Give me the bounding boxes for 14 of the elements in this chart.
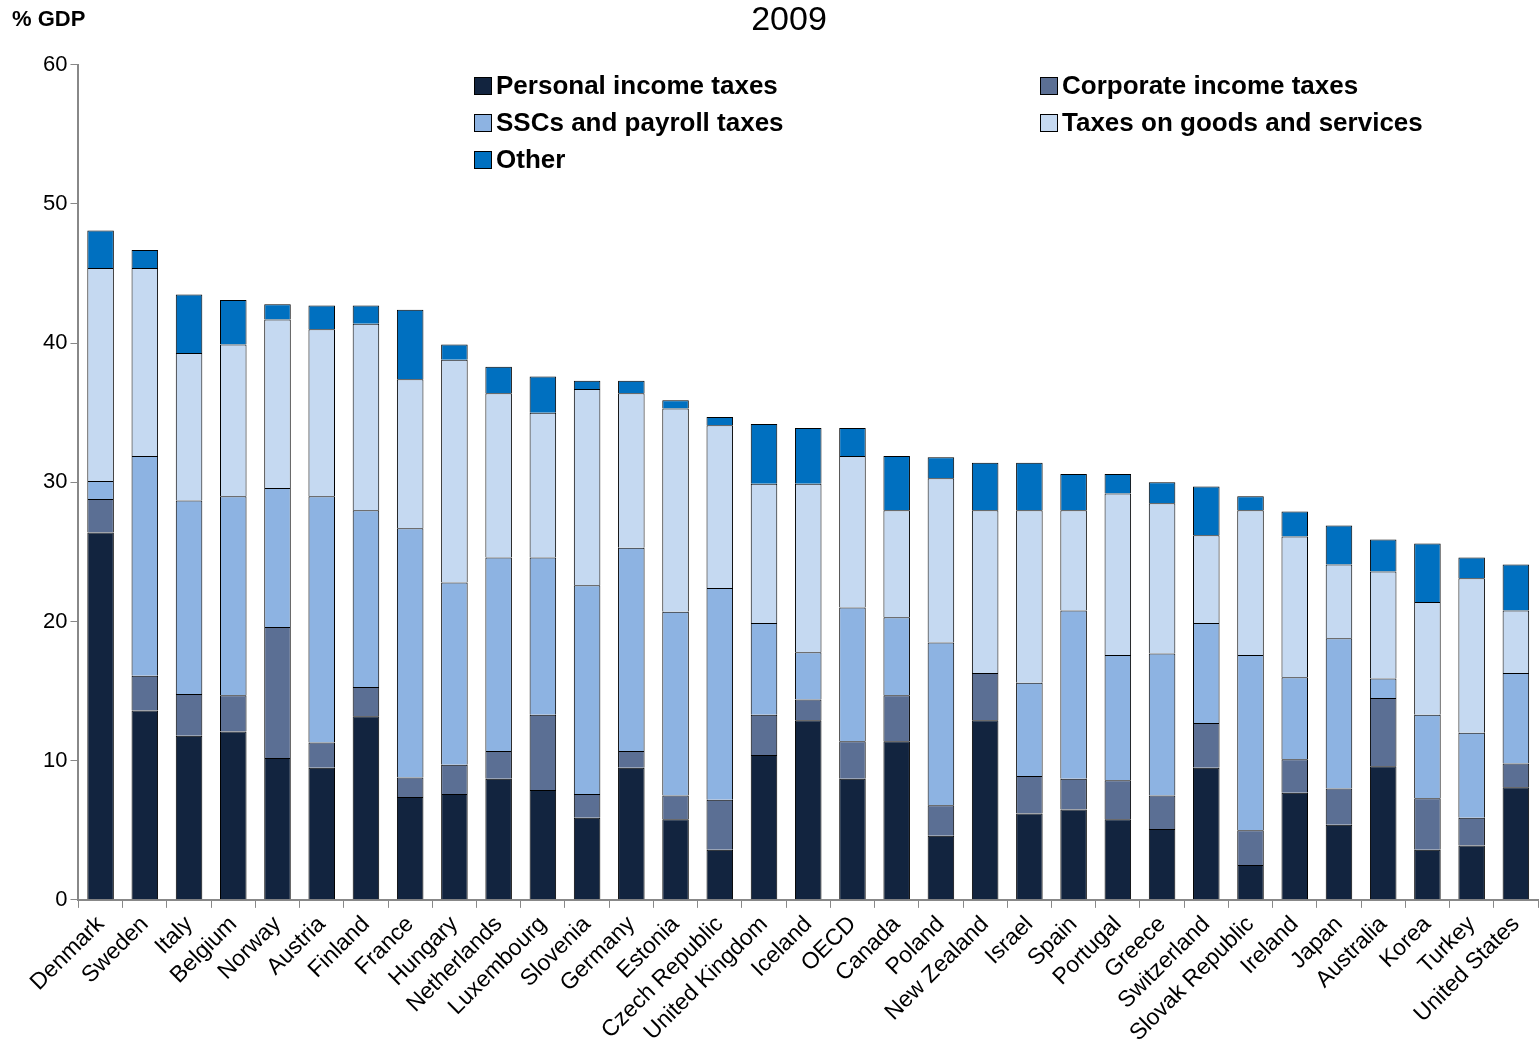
legend-label: Personal income taxes <box>496 70 778 101</box>
y-axis-title: % GDP <box>12 6 86 32</box>
legend-label: Corporate income taxes <box>1062 70 1359 101</box>
y-tick-label: 20 <box>42 607 68 633</box>
legend-label: SSCs and payroll taxes <box>496 107 784 138</box>
legend-label: Other <box>496 144 566 175</box>
chart-title: 2009 <box>751 0 827 37</box>
y-tick-label: 0 <box>55 885 68 911</box>
y-tick-label: 50 <box>42 190 68 216</box>
legend-label: Taxes on goods and services <box>1062 107 1423 138</box>
y-tick-label: 60 <box>42 50 68 76</box>
y-tick-label: 40 <box>42 329 68 355</box>
y-tick-label: 10 <box>42 746 68 772</box>
y-tick-label: 30 <box>42 468 68 494</box>
